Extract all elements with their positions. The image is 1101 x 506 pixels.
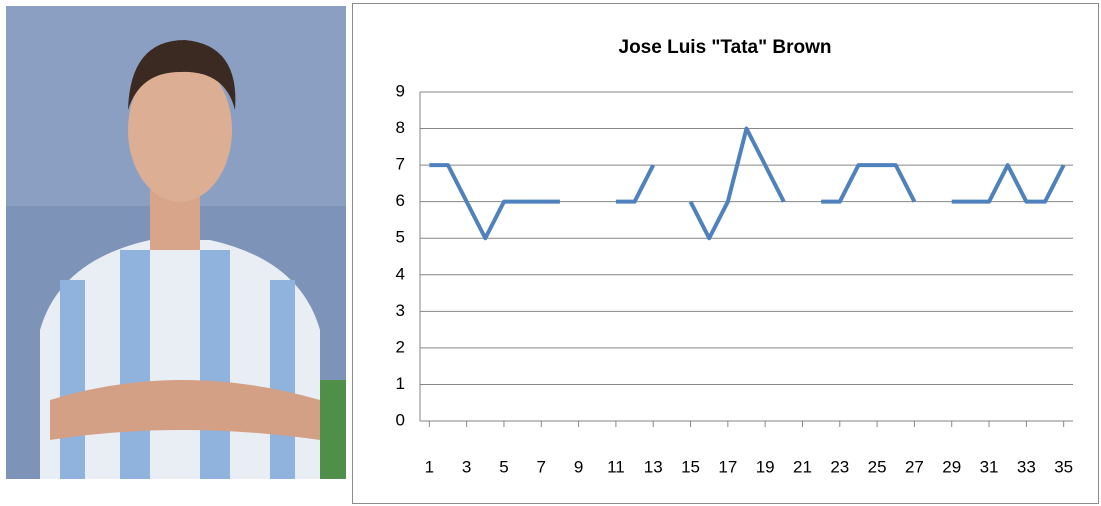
y-tick-label: 8	[396, 118, 405, 137]
y-tick-label: 7	[396, 155, 405, 174]
series-line	[429, 126, 1066, 241]
x-tick-label: 29	[942, 457, 961, 476]
x-tick-label: 11	[607, 457, 625, 476]
chart-frame	[352, 3, 1099, 504]
x-tick-label: 19	[756, 457, 775, 476]
x-tick-label: 3	[462, 457, 471, 476]
y-tick-label: 3	[396, 301, 405, 320]
y-tick-label: 5	[396, 228, 405, 247]
y-tick-label: 0	[396, 410, 405, 429]
y-tick-label: 1	[396, 374, 405, 393]
x-tick-label: 25	[868, 457, 887, 476]
x-tick-label: 15	[681, 457, 700, 476]
chart-title: Jose Luis "Tata" Brown	[619, 37, 832, 58]
x-tick-label: 33	[1017, 457, 1036, 476]
x-tick-label: 31	[980, 457, 999, 476]
x-tick-label: 27	[905, 457, 924, 476]
x-tick-label: 35	[1054, 457, 1073, 476]
x-tick-label: 23	[830, 457, 849, 476]
x-tick-label: 7	[537, 457, 546, 476]
photo	[6, 6, 346, 479]
y-tick-label: 2	[396, 337, 405, 356]
x-tick-label: 5	[499, 457, 508, 476]
y-tick-label: 9	[396, 81, 405, 100]
x-tick-label: 9	[574, 457, 583, 476]
x-tick-label: 13	[644, 457, 663, 476]
x-tick-label: 17	[718, 457, 737, 476]
x-tick-label: 1	[425, 457, 434, 476]
y-tick-label: 4	[396, 264, 405, 283]
x-tick-label: 21	[793, 457, 812, 476]
y-tick-label: 6	[396, 191, 405, 210]
